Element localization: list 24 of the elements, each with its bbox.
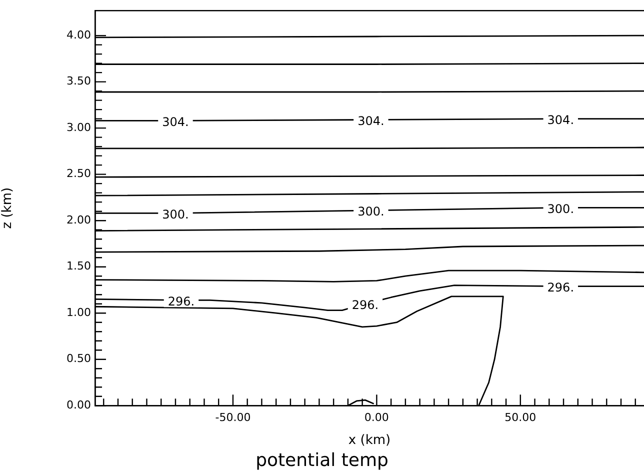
text: potential temp (256, 450, 388, 471)
annotation: 304. (162, 114, 189, 129)
annotation: 300. (162, 207, 189, 222)
y-tick-label: 2.50 (66, 167, 91, 180)
annotation: 300. (358, 204, 384, 219)
y-tick-label: 4.00 (66, 28, 91, 42)
annotation: 304. (547, 112, 574, 127)
annotation: 300. (547, 202, 574, 216)
x-tick-label: -50.00 (215, 411, 251, 424)
annotation: 296. (352, 298, 379, 312)
y-tick-label: 2.00 (66, 213, 91, 226)
annotation: 296. (547, 280, 574, 294)
annotation: 296. (168, 294, 195, 308)
y-tick-label: 1.00 (66, 306, 91, 319)
y-tick-label: 1.50 (66, 260, 91, 273)
annotation: 304. (358, 114, 384, 128)
x-axis-title: x (km) (348, 432, 391, 448)
y-tick-label: 3.00 (66, 120, 91, 134)
y-tick-label: 3.50 (66, 74, 91, 88)
x-tick-label: 0.00 (364, 411, 389, 424)
y-tick-label: 0.00 (66, 398, 91, 412)
y-axis-title: z (km) (0, 187, 16, 229)
x-tick-label: 50.00 (504, 411, 536, 424)
y-tick-label: 0.50 (66, 352, 91, 366)
